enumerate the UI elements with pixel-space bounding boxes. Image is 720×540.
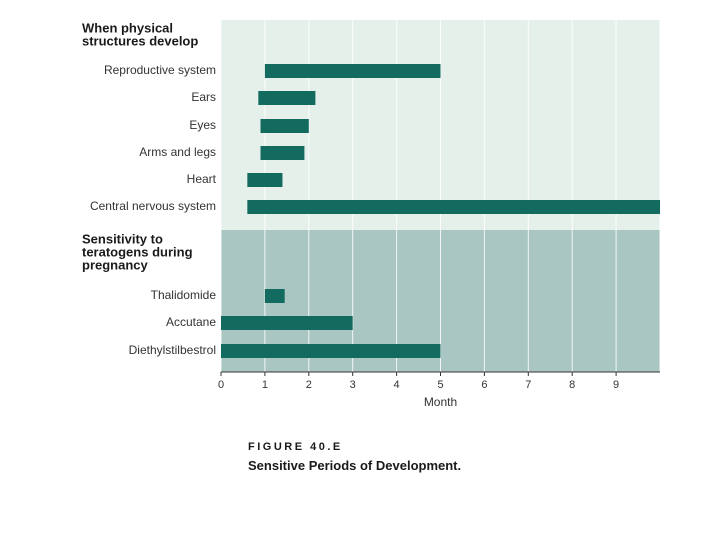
row-label: Central nervous system: [90, 199, 216, 213]
range-bar: [264, 64, 441, 78]
x-tick-label: 7: [525, 379, 531, 391]
row-label: Ears: [191, 90, 216, 104]
range-bar: [260, 119, 309, 133]
row-label: Diethylstilbestrol: [129, 343, 216, 357]
x-tick-label: 1: [262, 379, 268, 391]
row-label: Reproductive system: [104, 63, 216, 77]
range-bar: [221, 316, 353, 330]
range-bar: [221, 344, 441, 358]
range-bar: [260, 146, 305, 160]
x-tick-label: 3: [350, 379, 356, 391]
range-bar: [258, 91, 316, 105]
section-title: When physical: [82, 20, 173, 35]
section-title: Sensitivity to: [82, 231, 163, 246]
range-bar: [247, 200, 660, 214]
row-label: Thalidomide: [151, 288, 217, 302]
row-label: Heart: [187, 172, 217, 186]
section-title: pregnancy: [82, 257, 149, 272]
figure-caption: Sensitive Periods of Development.: [248, 458, 462, 473]
range-bar: [264, 289, 285, 303]
range-bar: [247, 173, 283, 187]
x-tick-label: 8: [569, 379, 575, 391]
row-label: Accutane: [166, 315, 216, 329]
figure-label: FIGURE 40.E: [248, 441, 343, 453]
section-title: structures develop: [82, 33, 198, 48]
row-label: Eyes: [189, 118, 216, 132]
x-tick-label: 6: [481, 379, 487, 391]
x-tick-label: 5: [437, 379, 443, 391]
x-tick-label: 9: [613, 379, 619, 391]
x-tick-label: 4: [394, 379, 400, 391]
x-axis-title: Month: [424, 395, 457, 409]
row-label: Arms and legs: [139, 145, 216, 159]
section-title: teratogens during: [82, 244, 193, 259]
x-tick-label: 0: [218, 379, 224, 391]
x-tick-label: 2: [306, 379, 312, 391]
